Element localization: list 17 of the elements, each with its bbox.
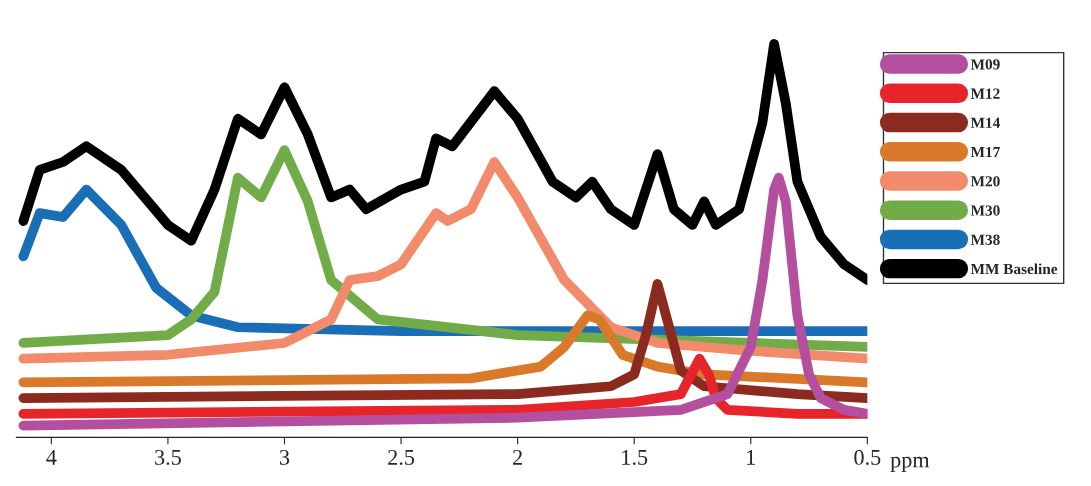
- x-tick-label: 0.5: [854, 449, 881, 465]
- legend-label: M14: [970, 117, 1000, 128]
- legend-label: M38: [970, 234, 1000, 245]
- legend-label: M12: [970, 88, 1000, 99]
- x-tick-label: 2.5: [388, 449, 415, 465]
- legend-label: M17: [970, 146, 1000, 158]
- x-tick-label: 3: [279, 449, 290, 465]
- x-tick-label: 4: [46, 450, 57, 465]
- x-tick-label: 1.5: [622, 449, 648, 465]
- x-tick-label: 1: [747, 449, 755, 465]
- x-axis-title: ppm: [890, 456, 930, 473]
- legend-label: M20: [970, 176, 1000, 187]
- legend-label: M09: [970, 59, 1000, 70]
- legend-label: M30: [970, 205, 1000, 216]
- legend-label: MM Baseline: [970, 263, 1058, 275]
- x-tick-label: 3.5: [155, 449, 181, 465]
- x-tick-label: 2: [513, 449, 522, 465]
